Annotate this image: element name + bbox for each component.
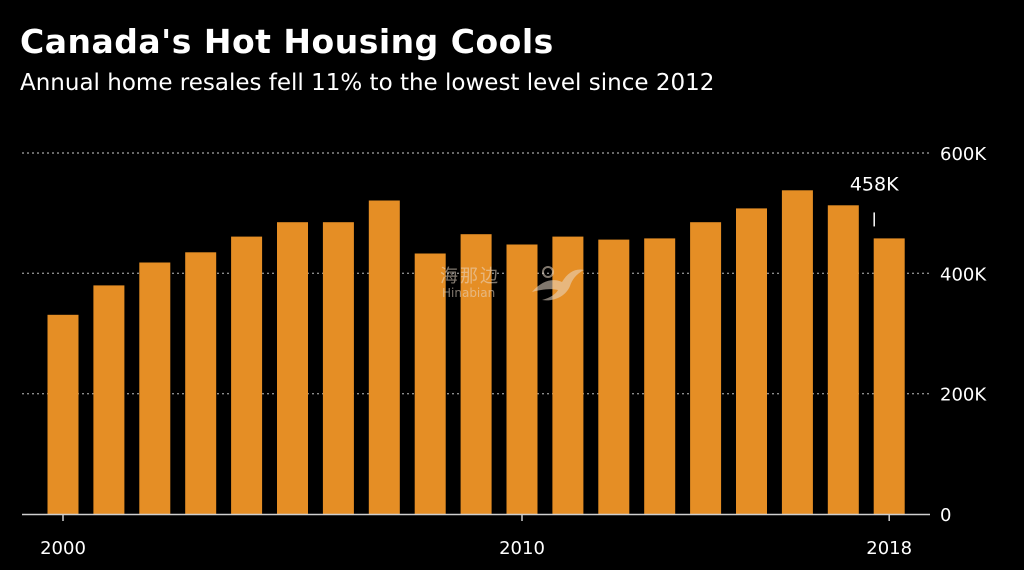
bar-2010 <box>506 244 538 514</box>
x-tick-label-2018: 2018 <box>866 538 912 559</box>
bar-2018 <box>873 238 905 514</box>
x-axis <box>22 513 930 521</box>
y-tick-label-600k: 600K <box>940 144 987 165</box>
watermark-latin-text: Hinabian <box>442 286 496 300</box>
bar-2002 <box>139 262 171 514</box>
bar-2014 <box>690 222 722 514</box>
bar-2005 <box>277 222 308 514</box>
bar-2015 <box>736 208 767 514</box>
watermark: 海那边 Hinabian <box>440 262 590 312</box>
bar-2007 <box>368 200 400 514</box>
bar-2004 <box>231 236 263 514</box>
y-axis-labels: 0 200K 400K 600K <box>940 144 987 526</box>
gridlines <box>22 152 930 395</box>
y-tick-label-400k: 400K <box>940 264 987 285</box>
bar-2016 <box>781 190 813 515</box>
bar-2001 <box>93 285 125 514</box>
bar-2003 <box>185 252 217 515</box>
bar-2009 <box>460 234 492 514</box>
x-axis-labels: 2000 2010 2018 <box>40 538 912 559</box>
annotation-label-2018: 458K <box>850 173 899 195</box>
bar-2012 <box>598 239 630 514</box>
y-tick-label-200k: 200K <box>940 385 987 406</box>
bar-2013 <box>644 238 676 514</box>
watermark-chinese-text: 海那边 <box>440 266 500 287</box>
bar-2000 <box>47 314 79 514</box>
chart-subtitle: Annual home resales fell 11% to the lowe… <box>20 70 715 96</box>
chart-title: Canada's Hot Housing Cools <box>20 22 554 61</box>
x-tick-label-2000: 2000 <box>40 538 86 559</box>
bird-logo-icon <box>532 266 584 301</box>
y-tick-label-0: 0 <box>940 505 951 526</box>
bar-2008 <box>414 253 446 514</box>
bar-2006 <box>322 222 354 514</box>
x-tick-label-2010: 2010 <box>499 538 545 559</box>
bars <box>47 190 905 515</box>
bar-2017 <box>827 205 859 515</box>
annotations: 458K <box>850 173 899 227</box>
